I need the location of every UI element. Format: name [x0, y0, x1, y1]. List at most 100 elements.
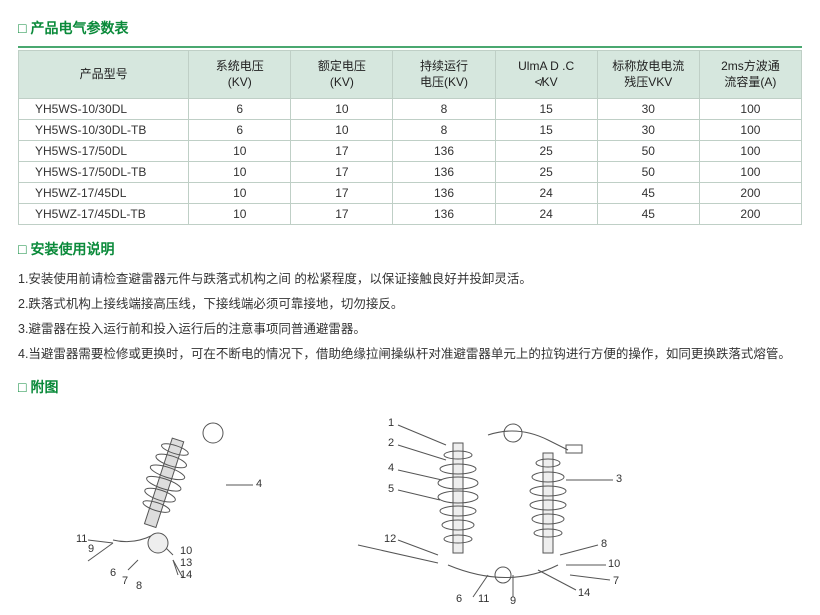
fig-label: 12 [384, 533, 396, 545]
cell: 10 [189, 204, 291, 225]
th-text: 标称放电电流 残压VKV [612, 59, 684, 89]
instructions-block: 1.安装使用前请检查避雷器元件与跌落式机构之间 的松紧程度，以保证接触良好并投卸… [18, 267, 802, 367]
cell: 8 [393, 99, 495, 120]
figure-left-svg [58, 415, 278, 595]
th-text: 持续运行 电压(KV) [420, 59, 468, 89]
cell: 200 [699, 183, 801, 204]
cell: 10 [291, 99, 393, 120]
section-title-install: 安装使用说明 [18, 239, 802, 259]
table-row: YH5WS-10/30DL 6 10 8 15 30 100 [19, 99, 802, 120]
th-contv: 持续运行 电压(KV) [393, 51, 495, 99]
th-2ms: 2ms方波通 流容量(A) [699, 51, 801, 99]
fig-label: 13 [180, 557, 192, 569]
fig-label: 8 [136, 580, 142, 592]
fig-label: 14 [578, 587, 590, 599]
cell: 136 [393, 183, 495, 204]
cell: 17 [291, 204, 393, 225]
instruction-line: 3.避雷器在投入运行前和投入运行后的注意事项同普通避雷器。 [18, 317, 802, 342]
cell: 6 [189, 99, 291, 120]
fig-label: 4 [388, 462, 394, 474]
fig-label: 4 [256, 478, 262, 490]
cell: 15 [495, 120, 597, 141]
th-ratedv: 额定电压 (KV) [291, 51, 393, 99]
cell: 100 [699, 162, 801, 183]
cell: 10 [189, 141, 291, 162]
cell: 8 [393, 120, 495, 141]
hr-spec [18, 46, 802, 48]
cell: 45 [597, 204, 699, 225]
table-body: YH5WS-10/30DL 6 10 8 15 30 100 YH5WS-10/… [19, 99, 802, 225]
figure-right: 1 2 4 5 3 12 6 11 9 8 10 7 14 [338, 415, 678, 605]
section-title-install-text: 安装使用说明 [30, 239, 114, 259]
th-sysv: 系统电压 (KV) [189, 51, 291, 99]
instruction-line: 4.当避雷器需要检修或更换时，可在不断电的情况下，借助绝缘拉闸操纵杆对准避雷器单… [18, 342, 802, 367]
cell: 17 [291, 141, 393, 162]
fig-label: 5 [388, 483, 394, 495]
fig-label: 14 [180, 569, 192, 581]
table-row: YH5WZ-17/45DL 10 17 136 24 45 200 [19, 183, 802, 204]
cell-model: YH5WZ-17/45DL-TB [19, 204, 189, 225]
fig-label: 8 [601, 538, 607, 550]
fig-label: 3 [616, 473, 622, 485]
cell-model: YH5WS-10/30DL-TB [19, 120, 189, 141]
fig-label: 6 [110, 567, 116, 579]
spec-table: 产品型号 系统电压 (KV) 额定电压 (KV) 持续运行 电压(KV) Ulm… [18, 50, 802, 225]
cell: 30 [597, 99, 699, 120]
table-header-row: 产品型号 系统电压 (KV) 额定电压 (KV) 持续运行 电压(KV) Ulm… [19, 51, 802, 99]
cell: 100 [699, 99, 801, 120]
cell: 136 [393, 141, 495, 162]
th-text: 额定电压 (KV) [318, 59, 366, 89]
fig-label: 7 [122, 575, 128, 587]
cell-model: YH5WS-10/30DL [19, 99, 189, 120]
cell: 24 [495, 183, 597, 204]
fig-label: 7 [613, 575, 619, 587]
cell-model: YH5WS-17/50DL [19, 141, 189, 162]
fig-label: 11 [478, 593, 489, 605]
cell: 17 [291, 183, 393, 204]
section-title-spec: 产品电气参数表 [18, 18, 802, 38]
cell-model: YH5WS-17/50DL-TB [19, 162, 189, 183]
cell: 45 [597, 183, 699, 204]
th-ulma: UlmA D .C ≮KV [495, 51, 597, 99]
th-text: 系统电压 (KV) [216, 59, 264, 89]
instruction-line: 1.安装使用前请检查避雷器元件与跌落式机构之间 的松紧程度，以保证接触良好并投卸… [18, 267, 802, 292]
cell: 24 [495, 204, 597, 225]
cell: 200 [699, 204, 801, 225]
table-row: YH5WS-17/50DL 10 17 136 25 50 100 [19, 141, 802, 162]
cell: 10 [291, 120, 393, 141]
cell: 6 [189, 120, 291, 141]
figures-row: 4 11 9 6 7 8 10 13 14 [18, 405, 802, 605]
cell: 50 [597, 162, 699, 183]
fig-label: 9 [510, 595, 516, 607]
figure-left: 4 11 9 6 7 8 10 13 14 [58, 415, 278, 595]
cell: 17 [291, 162, 393, 183]
fig-label: 11 [76, 533, 87, 545]
th-model: 产品型号 [19, 51, 189, 99]
cell: 30 [597, 120, 699, 141]
cell: 50 [597, 141, 699, 162]
cell: 15 [495, 99, 597, 120]
fig-label: 9 [88, 543, 94, 555]
cell: 10 [189, 183, 291, 204]
section-title-figure: 附图 [18, 377, 802, 397]
cell: 25 [495, 141, 597, 162]
table-row: YH5WS-17/50DL-TB 10 17 136 25 50 100 [19, 162, 802, 183]
fig-label: 10 [608, 558, 620, 570]
cell: 100 [699, 141, 801, 162]
cell-model: YH5WZ-17/45DL [19, 183, 189, 204]
section-title-spec-text: 产品电气参数表 [30, 18, 128, 38]
cell: 10 [189, 162, 291, 183]
fig-label: 6 [456, 593, 462, 605]
th-disv: 标称放电电流 残压VKV [597, 51, 699, 99]
cell: 136 [393, 162, 495, 183]
th-text: 2ms方波通 流容量(A) [721, 59, 780, 89]
fig-label: 2 [388, 437, 394, 449]
th-text: 产品型号 [80, 67, 128, 81]
section-title-figure-text: 附图 [30, 377, 58, 397]
cell: 136 [393, 204, 495, 225]
fig-label: 10 [180, 545, 192, 557]
fig-label: 1 [388, 417, 394, 429]
cell: 25 [495, 162, 597, 183]
table-row: YH5WS-10/30DL-TB 6 10 8 15 30 100 [19, 120, 802, 141]
th-text: UlmA D .C ≮KV [518, 59, 574, 89]
